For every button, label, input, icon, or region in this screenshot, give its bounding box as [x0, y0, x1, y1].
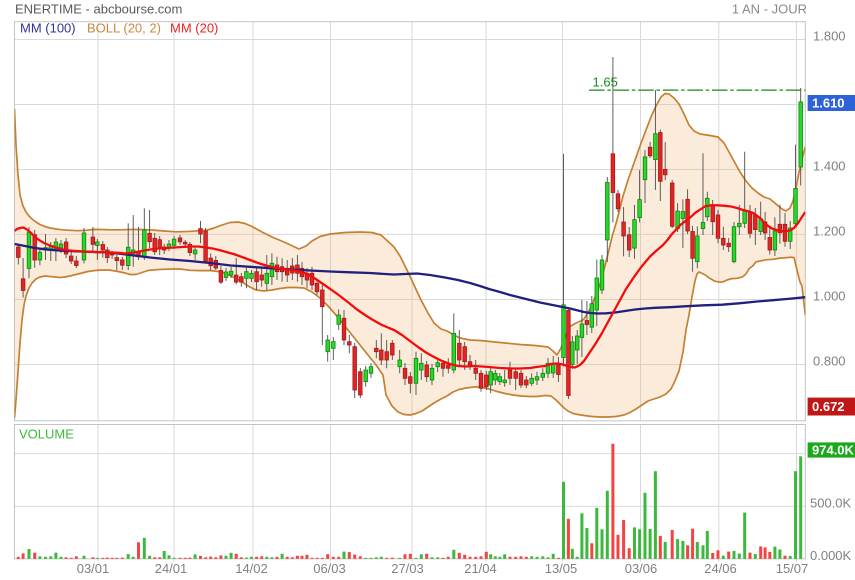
svg-text:15/07: 15/07: [776, 561, 809, 576]
svg-text:500.0K: 500.0K: [810, 496, 852, 511]
svg-text:1 AN - JOUR: 1 AN - JOUR: [732, 2, 807, 17]
svg-text:1.200: 1.200: [813, 224, 846, 239]
svg-text:ENERTIME - abcbourse.com: ENERTIME - abcbourse.com: [15, 2, 182, 17]
svg-text:27/03: 27/03: [391, 561, 424, 576]
svg-text:MM (20): MM (20): [170, 21, 218, 36]
svg-text:1.65: 1.65: [593, 75, 618, 90]
svg-text:13/05: 13/05: [545, 561, 578, 576]
svg-text:21/04: 21/04: [464, 561, 497, 576]
svg-text:0.800: 0.800: [813, 354, 846, 369]
svg-text:1.000: 1.000: [813, 289, 846, 304]
svg-text:BOLL (20, 2): BOLL (20, 2): [87, 21, 161, 36]
svg-text:03/01: 03/01: [77, 561, 110, 576]
svg-text:24/01: 24/01: [155, 561, 188, 576]
svg-text:VOLUME: VOLUME: [19, 427, 74, 442]
svg-text:0.000K: 0.000K: [810, 548, 852, 563]
svg-text:0.672: 0.672: [812, 399, 845, 414]
svg-text:1.610: 1.610: [812, 96, 845, 111]
svg-text:03/06: 03/06: [625, 561, 658, 576]
svg-text:14/02: 14/02: [235, 561, 268, 576]
svg-text:1.400: 1.400: [813, 159, 846, 174]
svg-text:1.800: 1.800: [813, 29, 846, 44]
svg-text:974.0K: 974.0K: [812, 443, 855, 458]
svg-text:MM (100): MM (100): [20, 21, 76, 36]
svg-text:24/06: 24/06: [704, 561, 737, 576]
svg-text:06/03: 06/03: [313, 561, 346, 576]
